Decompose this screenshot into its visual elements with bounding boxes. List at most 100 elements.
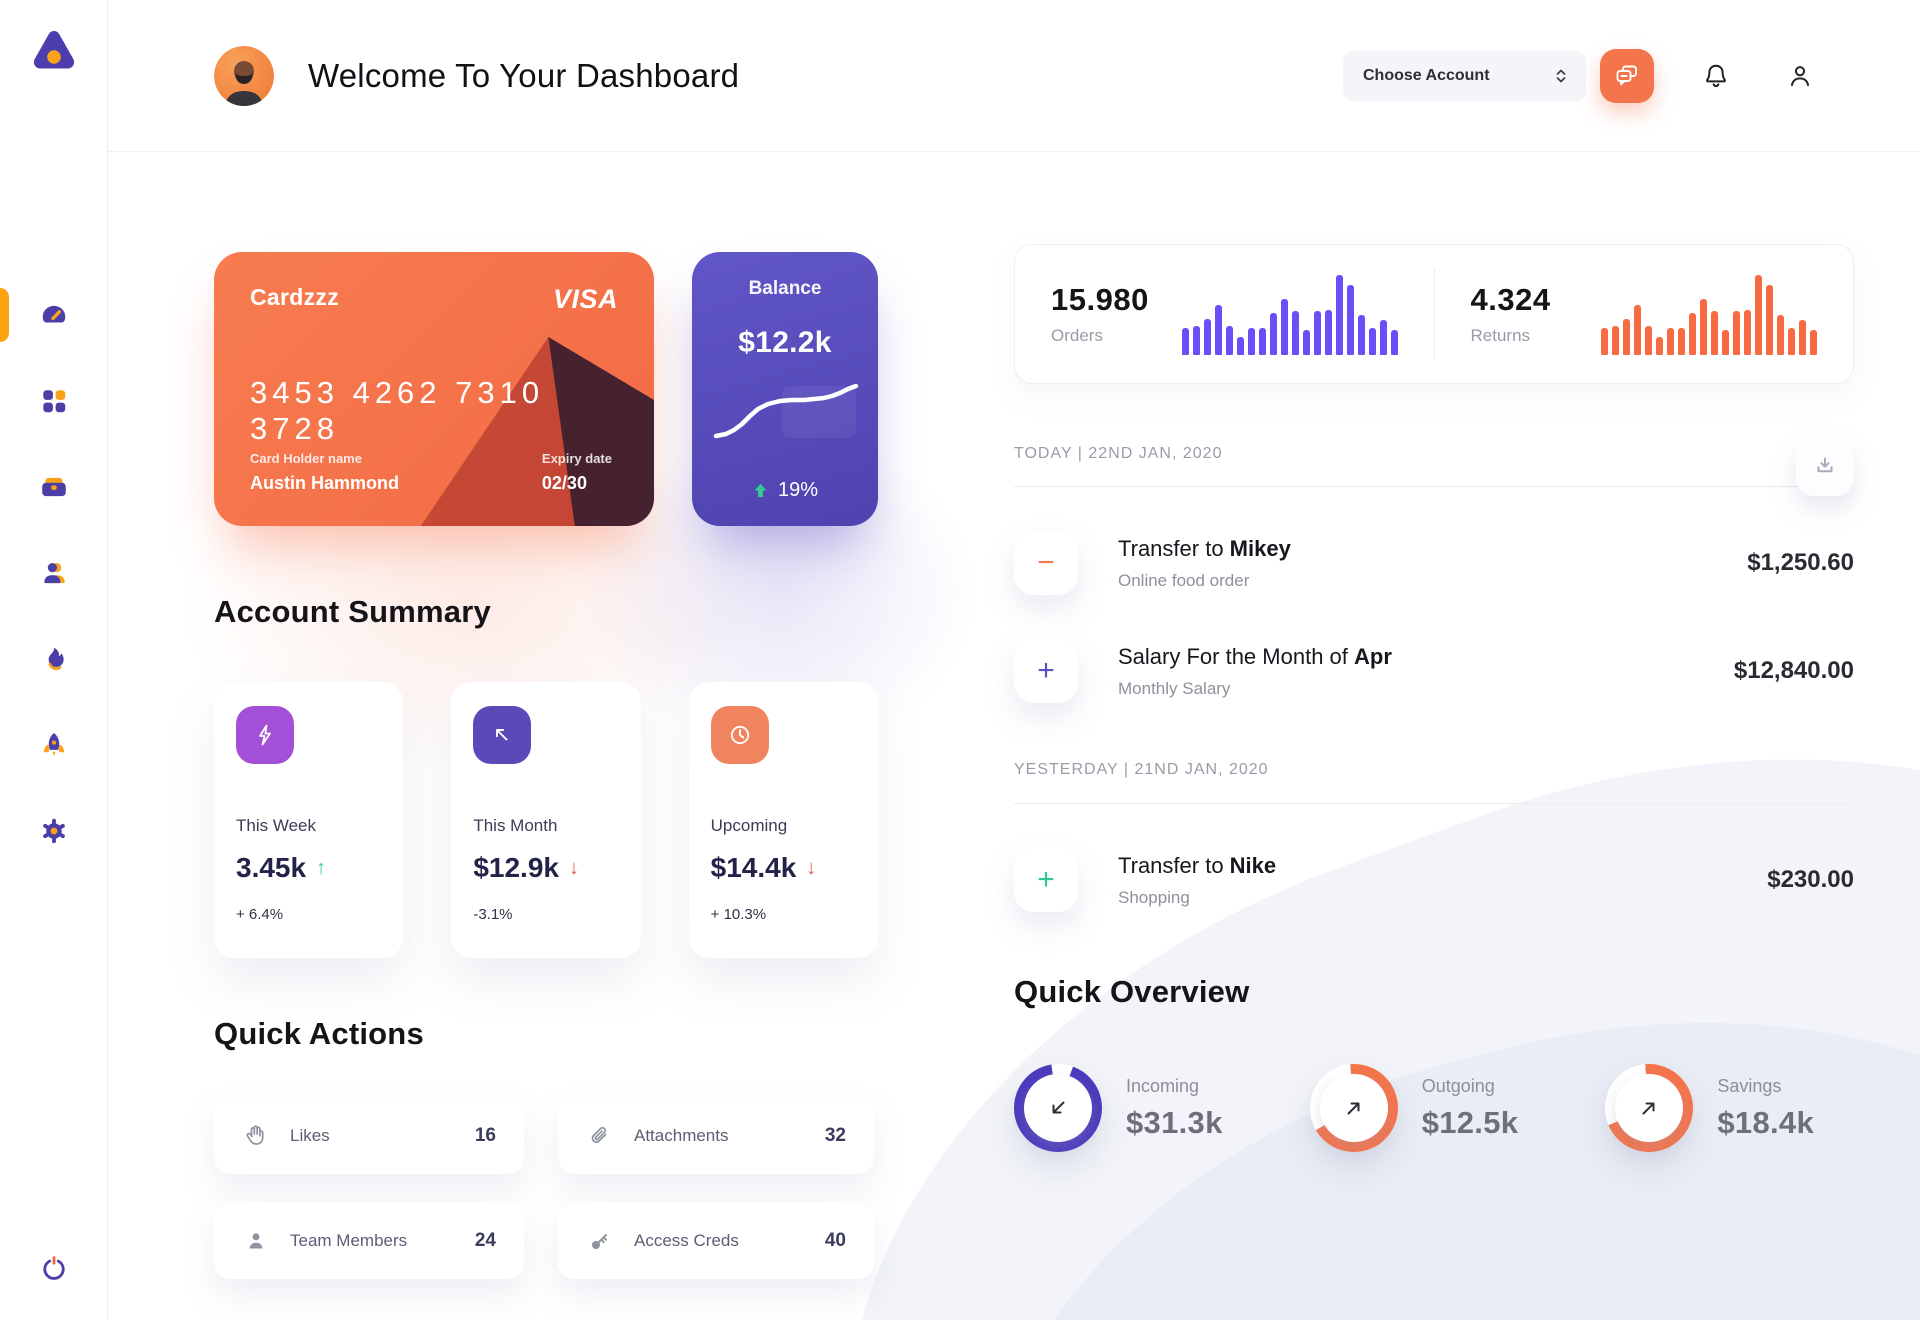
arrow-up-left-icon-tile (473, 706, 532, 764)
arrow-down-icon: ↓ (806, 856, 817, 879)
outgoing-ring-chart (1309, 1064, 1398, 1152)
left-column: Cardzzz VISA 3453 4262 7310 3728 Card Ho… (214, 252, 878, 1279)
transaction-row-mikey[interactable]: − Transfer to Mikey Online food order $1… (1014, 531, 1854, 595)
transaction-subtitle: Online food order (1118, 570, 1250, 590)
sidebar-item-users-icon[interactable] (39, 558, 69, 588)
divider (1014, 803, 1854, 804)
visa-logo: VISA (552, 284, 618, 314)
member-icon (249, 1233, 263, 1249)
action-count: 32 (824, 1125, 846, 1146)
transaction-amount: $12,840.00 (1733, 657, 1854, 684)
sidebar-item-rocket-icon[interactable] (39, 730, 69, 760)
transaction-amount: $230.00 (1767, 866, 1854, 893)
summary-value: $14.4k (710, 852, 797, 883)
divider (1014, 486, 1854, 487)
divider (1433, 268, 1435, 360)
summary-card-this-week: This Week 3.45k ↑ + 6.4% (214, 682, 404, 958)
app-logo[interactable] (25, 24, 83, 82)
arrow-down-left-icon (1052, 1101, 1065, 1114)
outgoing-ring-group: Outgoing $12.5k (1309, 1064, 1519, 1152)
summary-label: Upcoming (710, 816, 788, 835)
summary-label: This Month (473, 816, 558, 835)
summary-value: $12.9k (473, 852, 559, 883)
flame-icon (48, 647, 64, 671)
gear-icon (42, 818, 65, 844)
user-avatar[interactable] (214, 45, 274, 106)
transaction-title: Transfer to Nike (1118, 852, 1277, 878)
chat-bubbles-icon (1616, 65, 1637, 85)
sidebar (0, 0, 108, 1320)
quick-actions-title: Quick Actions (214, 1016, 424, 1051)
orders-bar-chart (1181, 273, 1398, 355)
yesterday-group-header: YESTERDAY | 21ND JAN, 2020 (1014, 753, 1854, 787)
summary-card-upcoming: Upcoming $14.4k ↓ + 10.3% (688, 682, 878, 958)
ring-label: Outgoing (1421, 1075, 1495, 1096)
plus-icon-tile: + (1014, 848, 1078, 912)
action-count: 40 (824, 1230, 846, 1251)
quick-actions-grid: Likes 16 Attachments 32 (214, 1098, 878, 1279)
yesterday-date-label: YESTERDAY | 21ND JAN, 2020 (1014, 761, 1269, 778)
messages-button[interactable] (1600, 48, 1654, 103)
summary-delta: + 10.3% (710, 906, 767, 923)
sidebar-item-flame-icon[interactable] (39, 644, 69, 674)
download-button[interactable] (1796, 438, 1854, 496)
sidebar-active-indicator (0, 288, 9, 342)
users-icon (43, 563, 65, 584)
action-label: Attachments (634, 1126, 729, 1145)
balance-label: Balance (748, 278, 822, 299)
sidebar-item-gear-icon[interactable] (39, 816, 69, 846)
summary-delta: -3.1% (473, 906, 513, 923)
arrow-down-icon: ↓ (568, 856, 579, 879)
incoming-ring-chart (1014, 1064, 1102, 1152)
page-title: Welcome To Your Dashboard (308, 56, 740, 94)
header-actions: Choose Account (1343, 48, 1820, 103)
arrow-up-icon: ↑ (316, 856, 327, 879)
arrow-up-right-icon (1347, 1102, 1360, 1115)
balance-sparkline-chart (713, 383, 859, 439)
action-label: Access Creds (634, 1231, 739, 1250)
attachments-tile[interactable]: Attachments 32 (558, 1098, 874, 1174)
transaction-row-nike[interactable]: + Transfer to Nike Shopping $230.00 (1014, 848, 1854, 912)
arrow-up-left-icon (496, 729, 508, 741)
user-icon (1790, 65, 1810, 86)
orders-returns-card: 15.980 Orders 4.324 Returns (1014, 244, 1854, 384)
apps-grid-icon (42, 390, 65, 413)
ring-amount: $12.5k (1421, 1104, 1519, 1140)
orders-label: Orders (1051, 326, 1103, 345)
clap-icon (246, 1125, 264, 1145)
choose-account-dropdown[interactable]: Choose Account (1343, 50, 1586, 101)
transaction-subtitle: Shopping (1118, 887, 1190, 907)
orders-value: 15.980 (1051, 282, 1149, 317)
download-icon (1817, 457, 1833, 473)
profile-button[interactable] (1780, 56, 1820, 96)
summary-value: 3.45k (236, 852, 307, 883)
unfold-chevrons-icon (1556, 69, 1566, 82)
likes-tile[interactable]: Likes 16 (214, 1098, 524, 1174)
clock-icon-tile (710, 706, 769, 764)
arrow-up-right-icon (1642, 1102, 1655, 1115)
returns-value: 4.324 (1470, 282, 1551, 317)
sidebar-item-dashboard-gauge-icon[interactable] (39, 300, 69, 330)
quick-overview-rings: Incoming $31.3k (1014, 1064, 1854, 1152)
choose-account-label: Choose Account (1363, 66, 1490, 84)
balance-card: Balance $12.2k 19% (692, 252, 878, 526)
sidebar-item-briefcase-icon[interactable] (39, 472, 69, 502)
action-label: Team Members (290, 1231, 408, 1250)
transaction-title: Transfer to Mikey (1118, 535, 1291, 561)
sidebar-item-apps-grid-icon[interactable] (39, 386, 69, 416)
savings-ring-group: Savings $18.4k (1605, 1064, 1814, 1152)
notifications-button[interactable] (1696, 56, 1736, 96)
team-members-tile[interactable]: Team Members 24 (214, 1203, 524, 1279)
paperclip-icon (591, 1126, 607, 1143)
clock-icon (730, 725, 749, 745)
trend-up-icon (754, 483, 767, 498)
transaction-row-salary[interactable]: + Salary For the Month of Apr Monthly Sa… (1014, 639, 1854, 703)
incoming-ring-group: Incoming $31.3k (1014, 1064, 1223, 1152)
access-creds-tile[interactable]: Access Creds 40 (558, 1203, 874, 1279)
credit-card: Cardzzz VISA 3453 4262 7310 3728 Card Ho… (214, 252, 654, 526)
summary-card-this-month: This Month $12.9k ↓ -3.1% (451, 682, 641, 958)
logout-button[interactable] (39, 1254, 69, 1284)
card-holder-label: Card Holder name (250, 451, 362, 466)
card-expiry-value: 02/30 (541, 473, 587, 493)
